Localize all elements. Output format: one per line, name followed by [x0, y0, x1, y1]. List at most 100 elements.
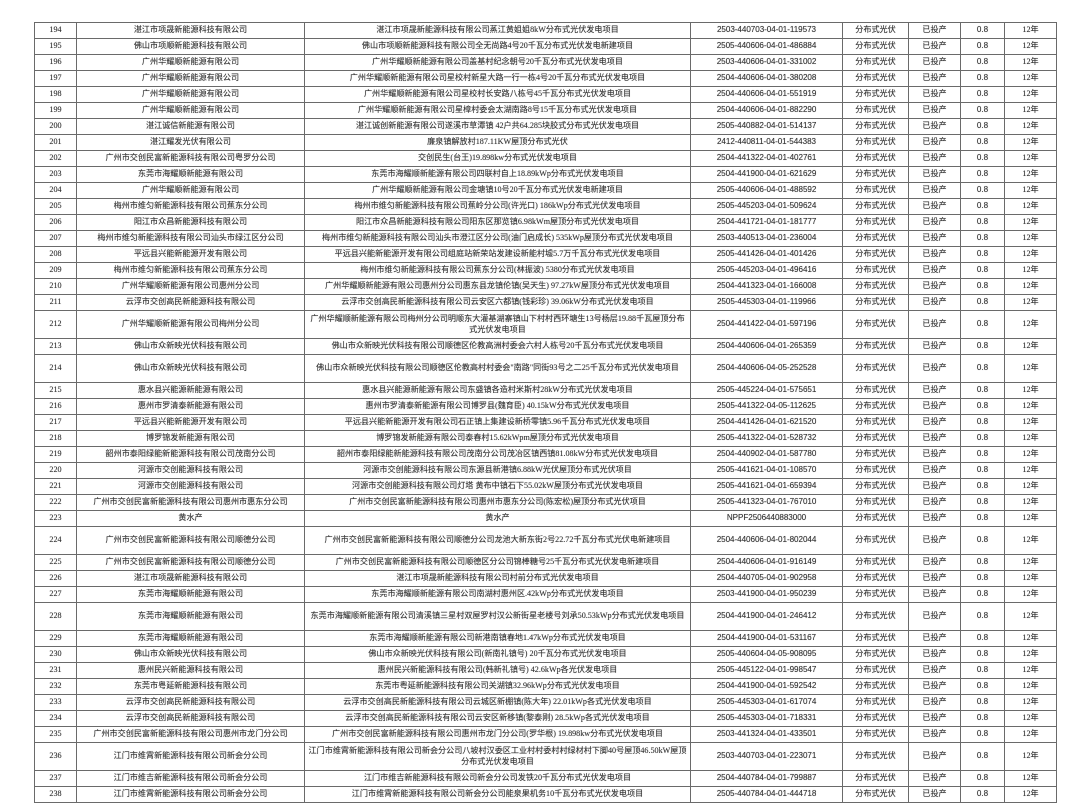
cell-code: 2505-441322-04-05-112625	[690, 398, 843, 415]
cell-ratio: 0.8	[960, 86, 1005, 103]
cell-term: 12年	[1004, 462, 1057, 479]
cell-term: 12年	[1004, 166, 1057, 183]
cell-term: 12年	[1004, 54, 1057, 71]
table-row: 211 云浮市交创高民新能源科技有限公司 云浮市交创高民新能源科技有限公司云安区六都…	[34, 294, 1057, 311]
cell-company: 广州市交创民富新能源科技有限公司粤罗分公司	[76, 150, 305, 167]
cell-term: 12年	[1004, 310, 1057, 339]
cell-ratio: 0.8	[960, 446, 1005, 463]
cell-status: 已投产	[908, 446, 961, 463]
cell-index: 210	[34, 278, 77, 295]
document-page: 194 湛江市项晟新能源科技有限公司 湛江市项晟新能源科技有限公司蒸江黄姐姐8kW分…	[34, 22, 1057, 803]
table-row: 222 广州市交创民富新能源科技有限公司惠州市惠东分公司 广州市交创民富新能源科技有…	[34, 494, 1057, 511]
cell-status: 已投产	[908, 354, 961, 383]
cell-type: 分布式光伏	[842, 662, 909, 679]
cell-project: 江门市维霄新能源科技有限公司新会分公司八坡村汉委区工业村村委村村绿材村下脚40号…	[304, 742, 691, 771]
cell-term: 12年	[1004, 262, 1057, 279]
cell-code: 2504-441900-04-01-621629	[690, 166, 843, 183]
cell-project: 廉泉镇解放村187.11KW屋顶分布式光伏	[304, 134, 691, 151]
cell-code: 2505-445203-04-01-509624	[690, 198, 843, 215]
cell-index: 228	[34, 602, 77, 631]
cell-code: 2504-441422-04-01-597196	[690, 310, 843, 339]
cell-status: 已投产	[908, 70, 961, 87]
cell-project: 佛山市项顺新能源科技有限公司全无尚路4号20千瓦分布式光伏发电新建项目	[304, 38, 691, 55]
cell-code: 2504-441900-04-01-246412	[690, 602, 843, 631]
cell-type: 分布式光伏	[842, 630, 909, 647]
cell-index: 233	[34, 694, 77, 711]
cell-term: 12年	[1004, 446, 1057, 463]
table-row: 205 梅州市维匀新能源科技有限公司蕉东分公司 梅州市维匀新能源科技有限公司蕉岭分公…	[34, 198, 1057, 215]
table-row: 213 佛山市众新映光伏科技有限公司 佛山市众新映光伏科技有限公司顺德区伦教高洲村委…	[34, 338, 1057, 355]
cell-company: 湛江市项晟新能源科技有限公司	[76, 570, 305, 587]
cell-status: 已投产	[908, 262, 961, 279]
cell-type: 分布式光伏	[842, 478, 909, 495]
cell-type: 分布式光伏	[842, 510, 909, 527]
cell-term: 12年	[1004, 214, 1057, 231]
cell-company: 平远县兴能新能源开发有限公司	[76, 246, 305, 263]
cell-company: 梅州市维匀新能源科技有限公司汕头市绿江区分公司	[76, 230, 305, 247]
cell-company: 广州华耀顺新能源有限公司梅州分公司	[76, 310, 305, 339]
cell-index: 235	[34, 726, 77, 743]
cell-status: 已投产	[908, 382, 961, 399]
cell-code: 2504-440606-04-01-916149	[690, 554, 843, 571]
table-row: 236 江门市维霄新能源科技有限公司新会分公司 江门市维霄新能源科技有限公司新会分公…	[34, 742, 1057, 771]
table-row: 208 平远县兴能新能源开发有限公司 平远县兴能新能源开发有限公司组庭站新荣站发建设…	[34, 246, 1057, 263]
cell-company: 平远县兴能新能源开发有限公司	[76, 414, 305, 431]
cell-type: 分布式光伏	[842, 86, 909, 103]
cell-project: 博罗锦发新能源有限公司泰春村15.62kWpm屋顶分布式光伏发电项目	[304, 430, 691, 447]
cell-code: 2504-440606-04-01-265359	[690, 338, 843, 355]
cell-project: 广州市交创民富新能源科技有限公司惠州市惠东分公司(陈宏松)屋顶分布式光伏项目	[304, 494, 691, 511]
cell-code: 2505-441322-04-01-528732	[690, 430, 843, 447]
cell-type: 分布式光伏	[842, 602, 909, 631]
cell-project: 广州市交创民富新能源科技有限公司顺德区分公司锦棒糖号25千瓦分布式光伏发电新建项…	[304, 554, 691, 571]
cell-code: 2503-440513-04-01-236004	[690, 230, 843, 247]
cell-company: 韶州市泰阳绿能新能源科技有限公司茂南分公司	[76, 446, 305, 463]
cell-company: 惠水县兴能源新能源有限公司	[76, 382, 305, 399]
cell-status: 已投产	[908, 646, 961, 663]
cell-ratio: 0.8	[960, 278, 1005, 295]
cell-company: 江门市维吉新能源科技有限公司新会分公司	[76, 770, 305, 787]
cell-code: 2503-441900-04-01-950239	[690, 586, 843, 603]
cell-type: 分布式光伏	[842, 54, 909, 71]
cell-project: 平远县兴能新能源开发有限公司石正镇上集建设新桥零镇5.96千瓦分布式光伏发电项目	[304, 414, 691, 431]
cell-type: 分布式光伏	[842, 294, 909, 311]
cell-code: 2504-441721-04-01-181777	[690, 214, 843, 231]
cell-status: 已投产	[908, 310, 961, 339]
table-row: 210 广州华耀顺新能源有限公司惠州分公司 广州华耀顺新能源有限公司惠州分公司惠东县…	[34, 278, 1057, 295]
cell-project: 广州市交创民富新能源科技有限公司顺德分公司龙池大新东街2号22.72千瓦分布式光…	[304, 526, 691, 555]
cell-project: 广州华耀顺新能源有限公司星樟村委会太湖南路8号15千瓦分布式光伏发电项目	[304, 102, 691, 119]
cell-project: 东莞市海耀顺新能源有限公司新港南镇春地1.47kWp分布式光伏发电项目	[304, 630, 691, 647]
cell-project: 云浮市交创高民新能源科技有限公司云城区新棚镇(陈大年) 22.01kWp各式光伏…	[304, 694, 691, 711]
cell-status: 已投产	[908, 554, 961, 571]
cell-term: 12年	[1004, 430, 1057, 447]
cell-project: 东莞市海耀顺新能源有限公司四联村自上18.89kWp分布式光伏发电项目	[304, 166, 691, 183]
cell-type: 分布式光伏	[842, 134, 909, 151]
table-row: 195 佛山市项顺新能源科技有限公司 佛山市项顺新能源科技有限公司全无尚路4号20千…	[34, 38, 1057, 55]
cell-status: 已投产	[908, 526, 961, 555]
cell-term: 12年	[1004, 134, 1057, 151]
cell-code: 2504-441426-04-01-621520	[690, 414, 843, 431]
cell-type: 分布式光伏	[842, 230, 909, 247]
table-row: 217 平远县兴能新能源开发有限公司 平远县兴能新能源开发有限公司石正镇上集建设新桥…	[34, 414, 1057, 431]
cell-code: 2505-441323-04-01-767010	[690, 494, 843, 511]
table-row: 209 梅州市维匀新能源科技有限公司蕉东分公司 梅州市维匀新能源科技有限公司蕉东分公…	[34, 262, 1057, 279]
cell-company: 广州市交创民富新能源科技有限公司顺德分公司	[76, 554, 305, 571]
cell-ratio: 0.8	[960, 726, 1005, 743]
cell-type: 分布式光伏	[842, 586, 909, 603]
cell-status: 已投产	[908, 166, 961, 183]
cell-status: 已投产	[908, 278, 961, 295]
cell-type: 分布式光伏	[842, 414, 909, 431]
cell-project: 广州华耀顺新能源有限公司盖基村纪念朝号20千瓦分布式光伏发电项目	[304, 54, 691, 71]
cell-index: 234	[34, 710, 77, 727]
cell-status: 已投产	[908, 102, 961, 119]
table-row: 202 广州市交创民富新能源科技有限公司粤罗分公司 交创民生(台王)19.898kw…	[34, 150, 1057, 167]
table-row: 218 博罗锦发新能源有限公司 博罗锦发新能源有限公司泰春村15.62kWpm屋顶分…	[34, 430, 1057, 447]
cell-company: 江门市维霄新能源科技有限公司新会分公司	[76, 786, 305, 803]
cell-ratio: 0.8	[960, 118, 1005, 135]
cell-type: 分布式光伏	[842, 278, 909, 295]
cell-status: 已投产	[908, 742, 961, 771]
cell-type: 分布式光伏	[842, 70, 909, 87]
table-row: 231 惠州民兴新能源科技有限公司 惠州民兴新能源科技有限公司(韩新礼镇号) 42.…	[34, 662, 1057, 679]
cell-project: 阳江市众昌新能源科技有限公司阳东区那览镇6.98kWm屋顶分布式光伏发电项目	[304, 214, 691, 231]
cell-ratio: 0.8	[960, 526, 1005, 555]
cell-term: 12年	[1004, 694, 1057, 711]
